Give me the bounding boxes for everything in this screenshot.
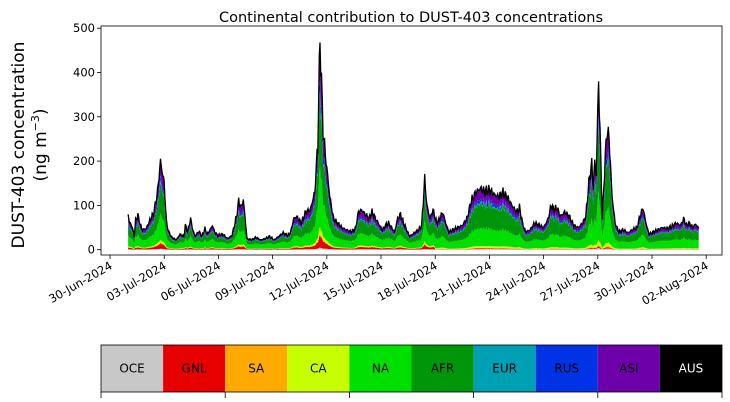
colorbar-label: AUS [679, 362, 704, 376]
colorbar-frame [100, 344, 723, 393]
area-na [128, 166, 699, 249]
y-tick-label: 500 [73, 21, 95, 35]
x-tick-label: 21-Jul-2024 [429, 258, 494, 303]
area-afr [128, 94, 699, 245]
x-tick-label: 03-Jul-2024 [104, 258, 169, 303]
colorbar-label: NA [372, 362, 390, 376]
colorbar-cell-afr [411, 345, 474, 392]
x-tick-label: 30-Jun-2024 [46, 258, 114, 306]
colorbar-label: ASI [619, 362, 638, 376]
x-axis: 30-Jun-202403-Jul-202406-Jul-202409-Jul-… [46, 255, 711, 308]
x-tick-label: 09-Jul-2024 [212, 258, 277, 303]
y-axis-label-line1: DUST-403 concentration [9, 42, 29, 249]
x-tick-label: 18-Jul-2024 [375, 258, 440, 303]
y-axis: 0 100 200 300 400 500 [73, 21, 101, 257]
colorbar-cell-rus [535, 345, 598, 392]
colorbar-cell-asi [597, 345, 660, 392]
colorbar-cell-na [349, 345, 412, 392]
y-tick-label: 400 [73, 66, 95, 80]
y-tick-label: 200 [73, 154, 95, 168]
y-tick-label: 100 [73, 198, 95, 212]
chart-title: Continental contribution to DUST-403 con… [219, 10, 603, 26]
colorbar-label: RUS [554, 362, 579, 376]
colorbar-cell-eur [473, 345, 536, 392]
x-tick-label: 24-Jul-2024 [483, 258, 548, 303]
region-colorbar: OCE GNL SA CA NA AFR EUR RUS ASI AUS [100, 344, 723, 398]
y-axis-label-line2: (ng m−3) [29, 108, 51, 181]
y-tick-label: 0 [88, 243, 95, 257]
y-tick-label: 300 [73, 110, 95, 124]
total-line [127, 42, 700, 242]
colorbar-label: SA [248, 362, 265, 376]
colorbar-cell-oce [101, 345, 164, 392]
stacked-areas [127, 42, 700, 250]
colorbar-label: AFR [431, 362, 454, 376]
colorbar-cell-sa [225, 345, 288, 392]
area-asi [128, 44, 699, 242]
colorbar-label: CA [310, 362, 327, 376]
area-gnl [128, 235, 699, 250]
area-oce [128, 247, 699, 250]
x-tick-label: 27-Jul-2024 [538, 258, 603, 303]
colorbar-cell-ca [287, 345, 350, 392]
y-axis-label: DUST-403 concentration (ng m−3) [9, 42, 51, 249]
colorbar-label: GNL [182, 362, 207, 376]
colorbar-cell-aus [659, 345, 722, 392]
colorbar-label: EUR [492, 362, 517, 376]
x-tick-label: 12-Jul-2024 [267, 258, 332, 303]
plot-frame [100, 25, 723, 256]
colorbar-label: OCE [119, 362, 144, 376]
x-tick-label: 06-Jul-2024 [158, 258, 223, 303]
colorbar-cell-gnl [163, 345, 226, 392]
x-tick-label: 15-Jul-2024 [321, 258, 386, 303]
